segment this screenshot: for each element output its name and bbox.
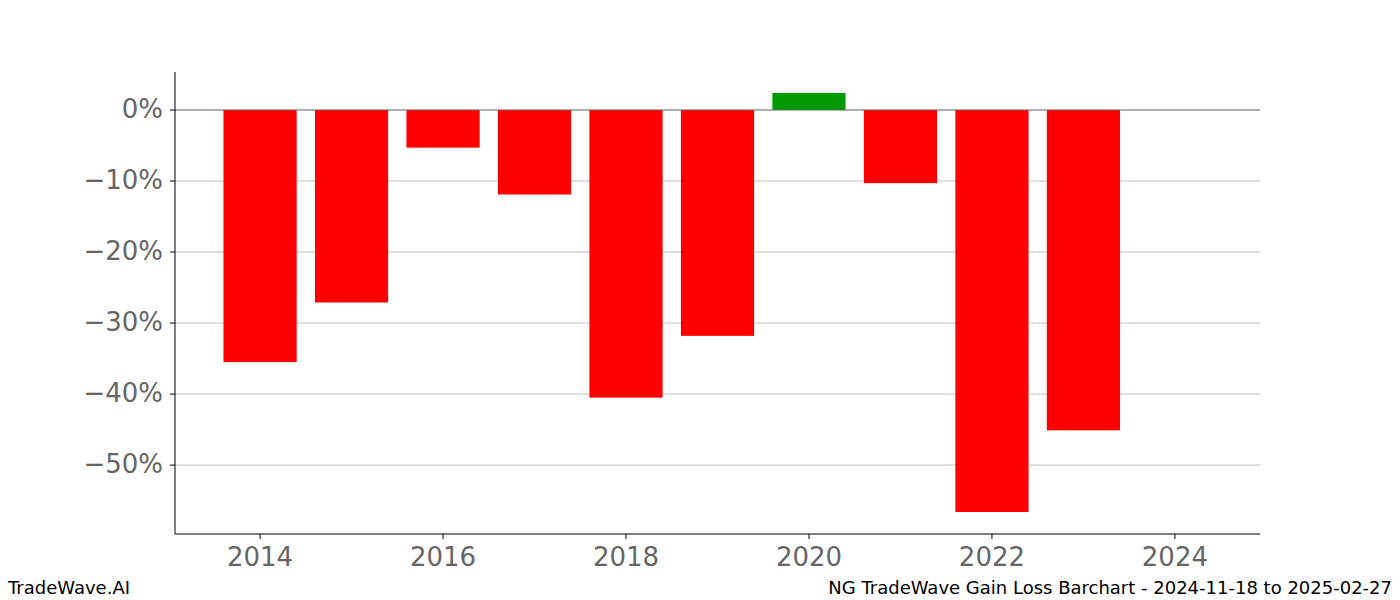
title: NG TradeWave Gain Loss Barchart - 2024-1… bbox=[828, 577, 1392, 598]
bar bbox=[681, 110, 754, 336]
bar bbox=[955, 110, 1028, 512]
x-tick bbox=[626, 534, 627, 539]
y-tick-label: −30% bbox=[83, 307, 163, 337]
x-tick-label: 2020 bbox=[776, 542, 842, 572]
y-tick bbox=[170, 109, 175, 110]
grid-line bbox=[175, 109, 1260, 110]
x-tick bbox=[991, 534, 992, 539]
x-tick bbox=[443, 534, 444, 539]
zero-line bbox=[175, 109, 1260, 110]
bar bbox=[589, 110, 662, 398]
bar bbox=[406, 110, 479, 148]
bar bbox=[498, 110, 571, 195]
bar bbox=[772, 93, 845, 110]
y-axis bbox=[175, 72, 176, 534]
x-axis bbox=[175, 534, 1260, 535]
y-tick-label: −50% bbox=[83, 449, 163, 479]
y-tick-label: −10% bbox=[83, 165, 163, 195]
x-tick-label: 2018 bbox=[593, 542, 659, 572]
y-tick-label: −20% bbox=[83, 236, 163, 266]
x-tick-label: 2022 bbox=[959, 542, 1025, 572]
y-tick bbox=[170, 394, 175, 395]
x-tick-label: 2016 bbox=[410, 542, 476, 572]
bars bbox=[223, 93, 1120, 512]
bar bbox=[223, 110, 296, 362]
x-tick bbox=[260, 534, 261, 539]
y-tick-label: −40% bbox=[83, 378, 163, 408]
x-tick bbox=[808, 534, 809, 539]
watermark: TradeWave.AI bbox=[7, 577, 130, 598]
y-tick bbox=[170, 323, 175, 324]
bar bbox=[315, 110, 388, 302]
chart: −50% −40% −30% −20% −10% 0% 2014 2016 2018 2020 20… bbox=[0, 0, 1400, 600]
y-tick bbox=[170, 465, 175, 466]
grid-line bbox=[175, 465, 1260, 466]
y-tick bbox=[170, 252, 175, 253]
y-tick-label: 0% bbox=[122, 94, 163, 124]
x-tick bbox=[1174, 534, 1175, 539]
x-tick-label: 2024 bbox=[1142, 542, 1208, 572]
y-tick bbox=[170, 181, 175, 182]
x-tick-label: 2014 bbox=[227, 542, 293, 572]
bar bbox=[864, 110, 937, 183]
bar bbox=[1047, 110, 1120, 430]
